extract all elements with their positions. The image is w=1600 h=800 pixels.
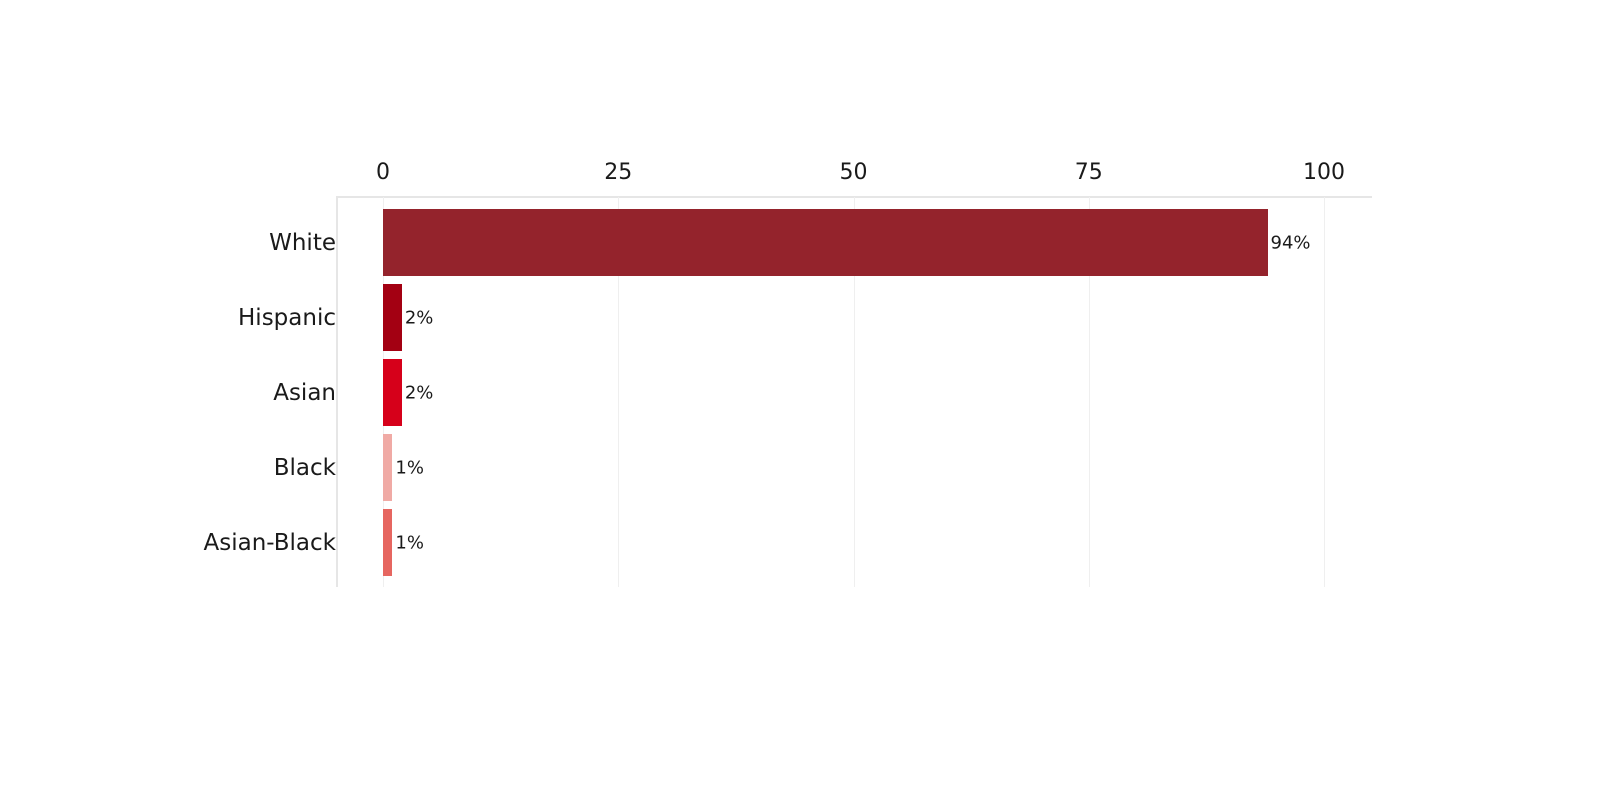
x-tick-label: 75 bbox=[1074, 160, 1103, 185]
category-label: Asian-Black bbox=[203, 529, 337, 556]
value-label: 2% bbox=[404, 382, 434, 403]
gridline bbox=[1324, 197, 1325, 587]
value-label: 94% bbox=[1270, 232, 1311, 253]
plot-frame-left bbox=[336, 197, 338, 587]
value-label: 2% bbox=[404, 307, 434, 328]
bar-white bbox=[383, 209, 1268, 276]
bar-asian bbox=[383, 359, 402, 426]
category-label: Black bbox=[273, 454, 336, 481]
value-label: 1% bbox=[395, 457, 424, 478]
x-tick-label: 50 bbox=[839, 160, 868, 185]
category-label: White bbox=[269, 229, 336, 256]
value-label: 1% bbox=[395, 532, 424, 553]
x-tick-label: 100 bbox=[1303, 160, 1345, 185]
x-tick-label: 25 bbox=[604, 160, 633, 185]
category-label: Asian bbox=[273, 379, 336, 406]
gridline bbox=[1088, 197, 1090, 587]
gridline bbox=[618, 197, 620, 587]
category-label: Hispanic bbox=[238, 304, 336, 331]
bar-hispanic bbox=[383, 284, 402, 351]
bar-asian-black bbox=[383, 509, 393, 576]
x-tick-label: 0 bbox=[376, 160, 390, 185]
bar-black bbox=[383, 434, 393, 501]
gridline bbox=[853, 197, 855, 587]
